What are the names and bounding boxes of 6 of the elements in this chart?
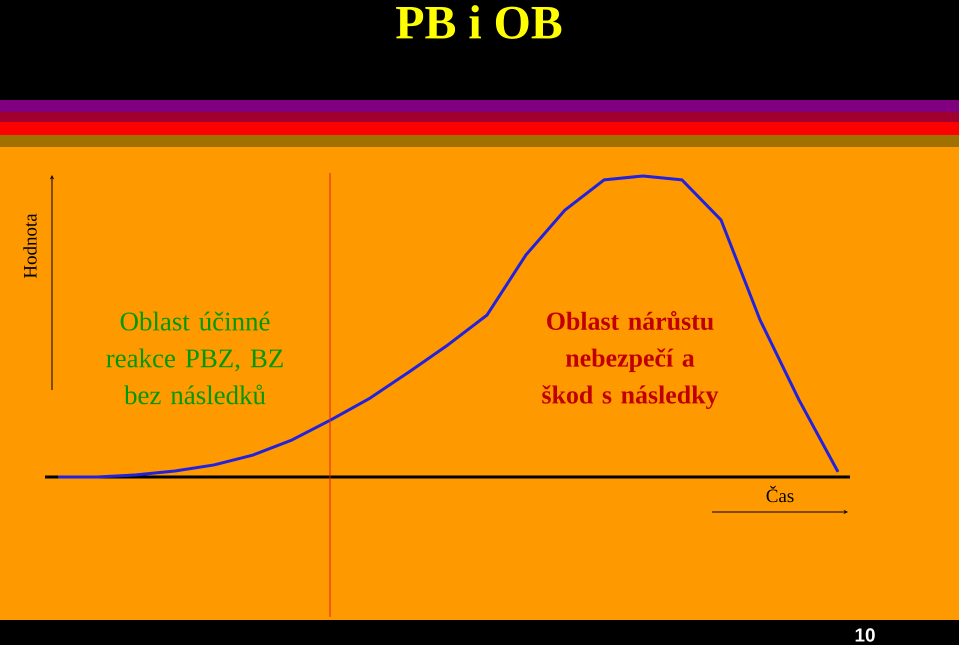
text: 10: [856, 628, 875, 642]
text: Čas: [766, 486, 794, 502]
annotation: Oblast účinné reakce PBZ, BZ bez následků: [106, 312, 283, 404]
annotation: Oblast nárůstu nebezpečí a škod s následky: [542, 310, 718, 410]
text: Hodnota: [23, 214, 37, 278]
chart-title: PB i OB: [396, 5, 562, 39]
